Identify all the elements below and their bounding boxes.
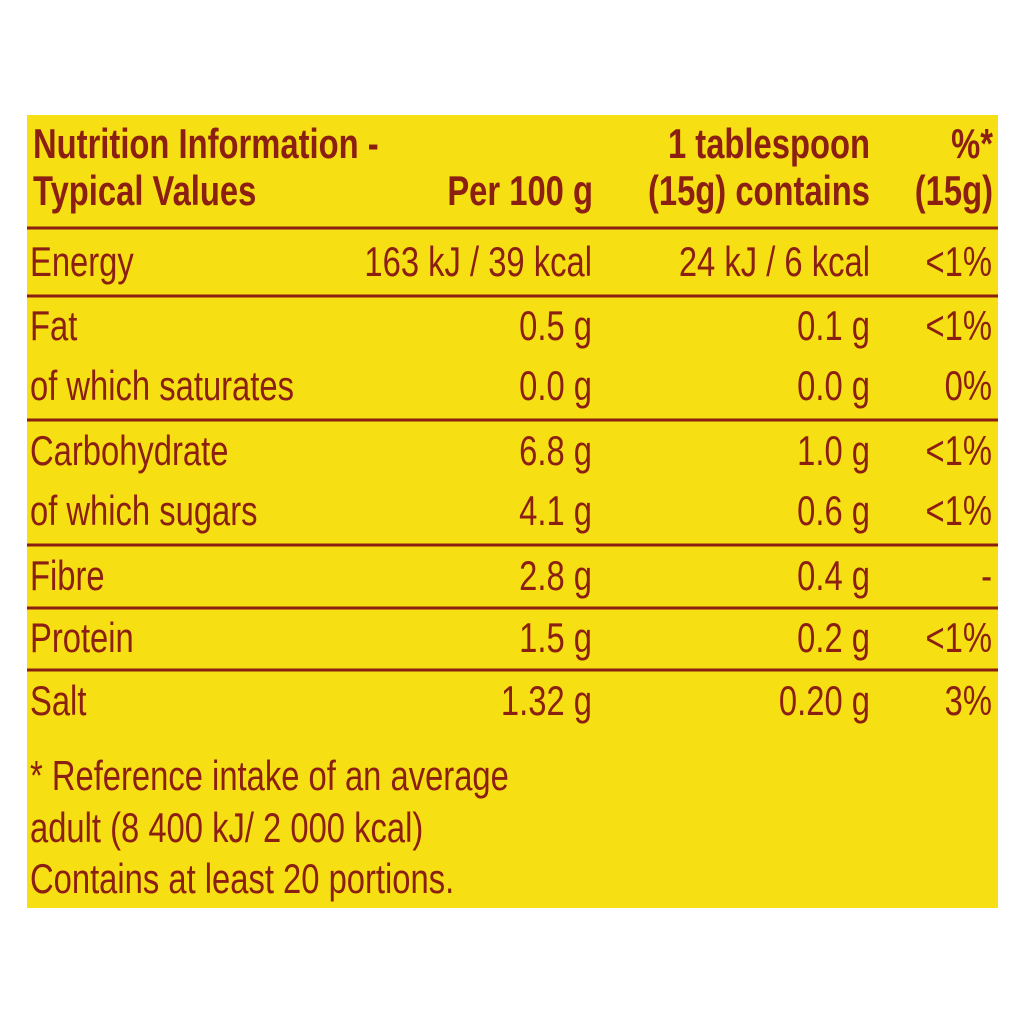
per-100g: 0.0 g xyxy=(519,362,592,409)
footnote: * Reference intake of an average xyxy=(30,752,509,799)
per-100g: 6.8 g xyxy=(519,427,592,474)
reference-intake: - xyxy=(981,552,992,599)
reference-intake: <1% xyxy=(926,614,992,661)
per-100g: 0.5 g xyxy=(519,302,592,349)
per-portion: 0.6 g xyxy=(797,487,870,534)
per-portion: 0.4 g xyxy=(797,552,870,599)
nutrient: of which saturates xyxy=(30,362,294,409)
text-layer: Nutrition Information - 1 tablespoon %* Typ… xyxy=(30,120,993,902)
per-100g: 163 kJ / 39 kcal xyxy=(364,238,592,285)
per-portion: 0.20 g xyxy=(779,677,870,724)
footnote: Contains at least 20 portions. xyxy=(30,855,454,902)
header-per-portion: 1 tablespoon xyxy=(668,120,870,167)
nutrient: Salt xyxy=(30,677,87,724)
header-reference-intake: (15g) xyxy=(915,167,993,214)
header-per-portion: (15g) contains xyxy=(648,167,870,214)
nutrient: Fat xyxy=(30,302,78,349)
per-portion: 0.2 g xyxy=(797,614,870,661)
reference-intake: <1% xyxy=(926,238,992,285)
nutrient: Carbohydrate xyxy=(30,427,228,474)
per-portion: 1.0 g xyxy=(797,427,870,474)
per-portion: 0.1 g xyxy=(797,302,870,349)
reference-intake: <1% xyxy=(926,427,992,474)
reference-intake: <1% xyxy=(926,302,992,349)
header-title: Typical Values xyxy=(33,167,256,214)
reference-intake: 0% xyxy=(945,362,992,409)
per-100g: 1.32 g xyxy=(501,677,592,724)
header-reference-intake: %* xyxy=(951,120,993,167)
reference-intake: <1% xyxy=(926,487,992,534)
reference-intake: 3% xyxy=(945,677,992,724)
nutrient: of which sugars xyxy=(30,487,258,534)
per-portion: 24 kJ / 6 kcal xyxy=(679,238,870,285)
per-100g: 2.8 g xyxy=(519,552,592,599)
per-100g: 1.5 g xyxy=(519,614,592,661)
nutrient: Protein xyxy=(30,614,134,661)
per-100g: 4.1 g xyxy=(519,487,592,534)
header-title: Nutrition Information - xyxy=(33,120,379,167)
nutrient: Energy xyxy=(30,238,134,285)
label-panel xyxy=(27,115,998,908)
header-per-100g: Per 100 g xyxy=(447,167,593,214)
nutrient: Fibre xyxy=(30,552,105,599)
per-portion: 0.0 g xyxy=(797,362,870,409)
footnote: adult (8 400 kJ/ 2 000 kcal) xyxy=(30,804,423,851)
